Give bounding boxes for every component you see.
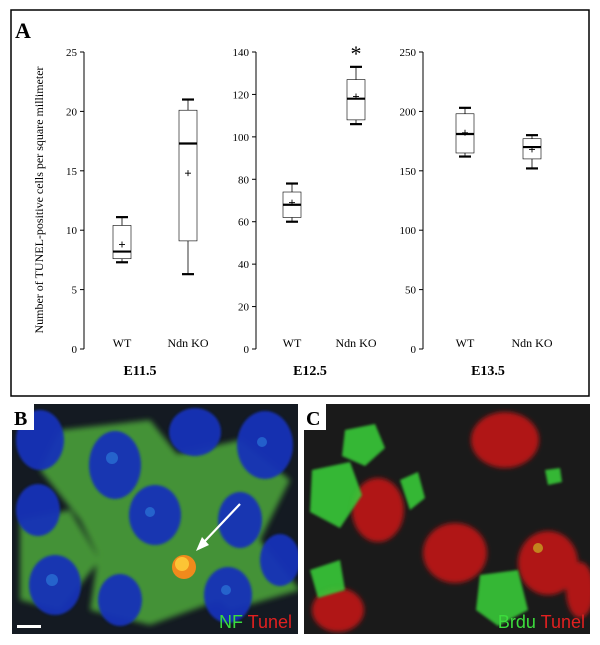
significance-asterisk: * — [351, 41, 362, 66]
y-tick-label: 150 — [400, 166, 417, 178]
y-tick-label: 200 — [400, 106, 417, 118]
category-label: WT — [283, 336, 302, 350]
stage-label: E12.5 — [293, 364, 327, 379]
panel-b-legend: NF Tunel — [219, 612, 292, 632]
panel-a-letter: A — [15, 18, 31, 43]
y-tick-label: 15 — [66, 166, 78, 178]
panel-c-micrograph — [304, 404, 590, 634]
stage-label: E11.5 — [123, 364, 156, 379]
category-label: Ndn KO — [336, 336, 377, 350]
boxplot-e11-5: 0 5 10 15 20 25 WT Ndn KO E11.5 — [66, 47, 209, 379]
y-tick-label: 5 — [72, 285, 78, 297]
y-tick-label: 250 — [400, 47, 417, 59]
panel-b-letter: B — [14, 408, 27, 430]
y-tick-label: 60 — [238, 217, 250, 229]
panel-b-label-nf: NF — [219, 612, 243, 632]
y-tick-label: 0 — [244, 344, 250, 356]
panel-c-label-tunel: Tunel — [541, 612, 585, 632]
category-label: Ndn KO — [512, 336, 553, 350]
boxplot-e12-5: 0 20 40 60 80 100 120 140 WT Ndn KO * E12.5 — [233, 41, 377, 379]
y-tick-label: 140 — [233, 47, 250, 59]
y-tick-label: 25 — [66, 47, 78, 59]
boxplot-e13-5: 0 50 100 150 200 250 WT Ndn KO E13.5 — [400, 47, 553, 379]
y-tick-label: 40 — [238, 259, 250, 271]
panel-b-micrograph — [12, 404, 298, 634]
y-tick-label: 10 — [66, 225, 78, 237]
category-label: WT — [113, 336, 132, 350]
panel-c-letter: C — [306, 408, 320, 430]
y-axis-title: Number of TUNEL-positive cells per squar… — [32, 66, 46, 333]
y-tick-label: 100 — [233, 132, 250, 144]
y-tick-label: 80 — [238, 174, 250, 186]
y-tick-label: 0 — [72, 344, 78, 356]
panel-c-label-brdu: Brdu — [498, 612, 536, 632]
panel-b-letter-box — [12, 404, 34, 430]
category-label: Ndn KO — [168, 336, 209, 350]
y-tick-label: 120 — [233, 89, 250, 101]
panel-b-label-tunel: Tunel — [248, 612, 292, 632]
stage-label: E13.5 — [471, 364, 505, 379]
category-label: WT — [456, 336, 475, 350]
panel-c-legend: Brdu Tunel — [498, 612, 585, 632]
y-tick-label: 20 — [238, 302, 250, 314]
y-tick-label: 0 — [411, 344, 417, 356]
y-tick-label: 100 — [400, 225, 417, 237]
y-tick-label: 20 — [66, 106, 78, 118]
y-tick-label: 50 — [405, 285, 417, 297]
panel-c-letter-box — [304, 404, 326, 430]
